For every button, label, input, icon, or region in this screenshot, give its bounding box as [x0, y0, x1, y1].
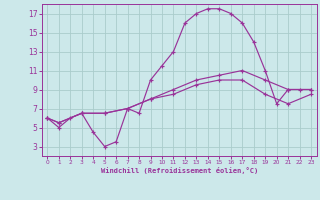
X-axis label: Windchill (Refroidissement éolien,°C): Windchill (Refroidissement éolien,°C)	[100, 167, 258, 174]
